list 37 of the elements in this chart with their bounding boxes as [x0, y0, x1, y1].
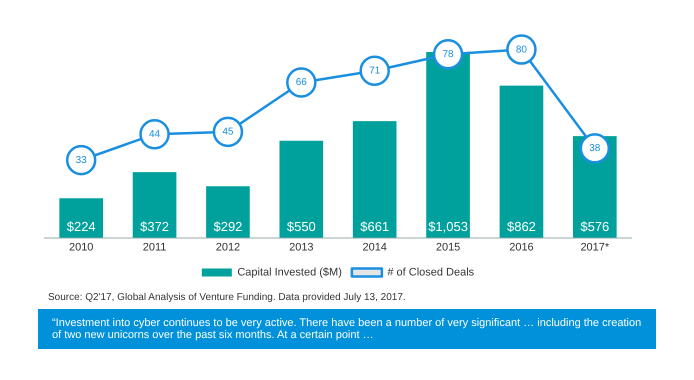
data-label: 80 — [516, 44, 528, 56]
data-label: $1,053 — [428, 218, 468, 234]
bar — [59, 198, 104, 238]
source-note: Source: Q2'17, Global Analysis of Venture Funding. Data provided July 13, 2017. — [48, 292, 407, 303]
legend-label: Capital Invested ($M) — [237, 266, 342, 279]
text: “Investment into cyber continues to be very active. There have been a number of very significant … including the creation of two new unicorns over the past six months. At a certain point … — [38, 309, 656, 349]
bar — [206, 186, 250, 238]
bar — [352, 121, 397, 238]
data-label: 45 — [222, 126, 234, 138]
bar — [500, 86, 544, 238]
x-tick-label: 2016 — [509, 241, 534, 254]
data-label: 78 — [442, 48, 454, 60]
data-label: 44 — [149, 129, 161, 140]
legend-label: # of Closed Deals — [387, 266, 475, 279]
data-label: $862 — [506, 218, 536, 234]
data-label: $661 — [360, 218, 390, 234]
data-label: $372 — [140, 218, 170, 234]
data-label: 71 — [369, 65, 381, 76]
data-label: $576 — [580, 218, 610, 234]
bar — [426, 52, 470, 238]
bar — [132, 172, 176, 238]
data-label: $224 — [66, 218, 96, 234]
x-tick-label: 2011 — [142, 241, 166, 254]
x-tick-label: 2010 — [68, 241, 94, 254]
x-tick-label: 2017* — [580, 241, 610, 254]
x-tick-label: 2014 — [362, 241, 387, 254]
x-tick-label: 2015 — [436, 241, 460, 254]
data-label: 66 — [296, 77, 308, 88]
data-label: $292 — [213, 218, 242, 234]
data-label: 38 — [589, 143, 601, 154]
data-label: 33 — [76, 154, 88, 166]
x-tick-label: 2013 — [289, 241, 314, 254]
point — [580, 133, 610, 164]
point — [432, 38, 464, 70]
data-label: $550 — [286, 218, 316, 234]
x-tick-label: 2012 — [216, 241, 240, 254]
bar — [279, 140, 324, 238]
